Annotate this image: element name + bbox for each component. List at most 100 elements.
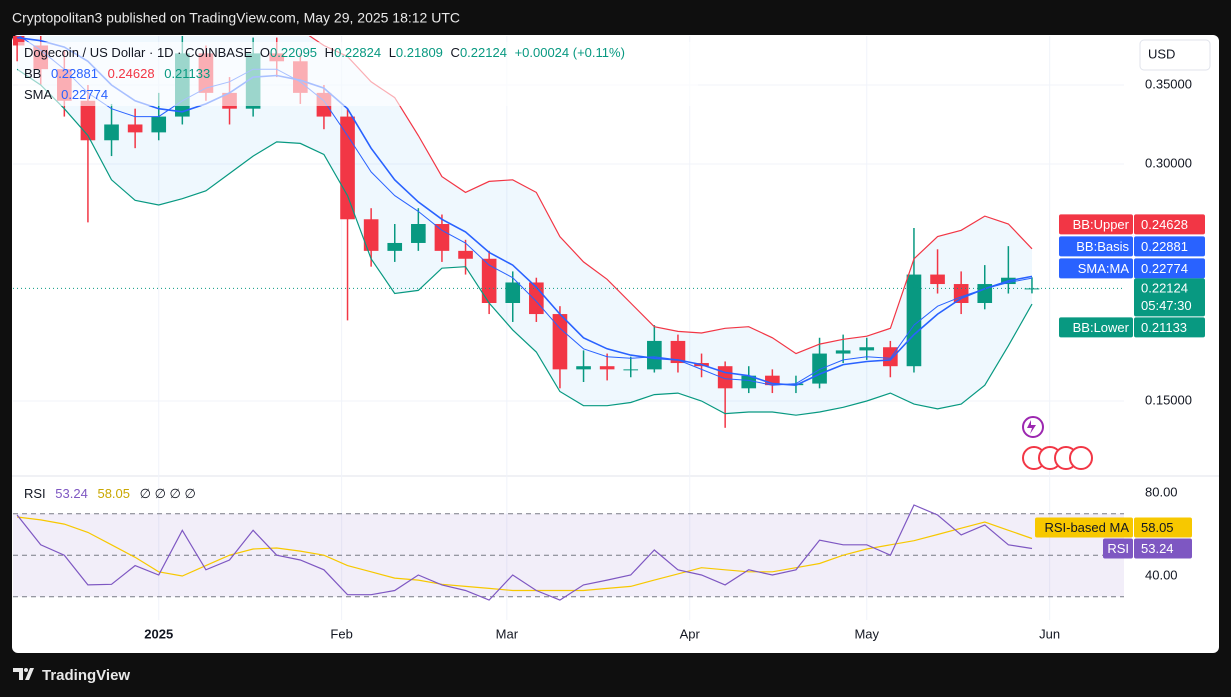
y-tick-label: 0.35000 bbox=[1145, 76, 1192, 91]
countdown: 05:47:30 bbox=[1141, 298, 1192, 313]
x-tick-label: Jun bbox=[1039, 626, 1060, 641]
series-name-tag bbox=[1103, 538, 1133, 559]
y-tick-label: 40.00 bbox=[1145, 567, 1178, 582]
legend-row: Dogecoin / US Dollar · 1D · COINBASE O0.… bbox=[24, 45, 625, 60]
series-name-tag-text: BB:Lower bbox=[1073, 320, 1130, 335]
indicator-value: 0.21133 bbox=[164, 66, 210, 81]
symbol-title: Dogecoin / US Dollar · 1D · COINBASE bbox=[24, 45, 253, 60]
candle-body bbox=[13, 36, 25, 46]
currency-box[interactable] bbox=[1139, 39, 1211, 71]
footer: TradingView bbox=[42, 667, 130, 684]
currency[interactable]: USD bbox=[1148, 46, 1175, 61]
series-name-tag-text: RSI bbox=[1107, 541, 1129, 556]
event-icons bbox=[1022, 416, 1093, 470]
candle-body bbox=[953, 284, 969, 304]
indicator-value: 58.05 bbox=[97, 486, 130, 501]
low-value: 0.21809 bbox=[396, 45, 443, 60]
ohlc-label: H bbox=[325, 45, 334, 60]
series-name-tag-text: RSI-based MA bbox=[1044, 520, 1129, 535]
series-name-tag bbox=[1059, 258, 1133, 279]
change: +0.00024 (+0.11%) bbox=[515, 45, 625, 60]
candle-body bbox=[930, 274, 945, 285]
candle-body bbox=[363, 219, 379, 251]
series-value-tag bbox=[1134, 258, 1205, 279]
indicator-value: 53.24 bbox=[55, 486, 88, 501]
legend-row: SMA 0.22774 bbox=[24, 87, 108, 102]
candle-body bbox=[505, 282, 521, 304]
rsi-band bbox=[13, 513, 1124, 597]
candle-body bbox=[552, 314, 568, 370]
candle-body bbox=[411, 224, 426, 243]
indicator-value: 0.22881 bbox=[51, 66, 98, 81]
footer-logo bbox=[13, 668, 34, 680]
series-value-tag-text: 0.22774 bbox=[1141, 261, 1188, 276]
series-value-tag bbox=[1134, 317, 1205, 338]
x-tick-label: 2025 bbox=[144, 626, 173, 641]
open-value: 0.22095 bbox=[270, 45, 317, 60]
candle-body bbox=[906, 274, 922, 367]
series-line bbox=[308, 36, 1033, 355]
chart-frame bbox=[12, 35, 1219, 653]
legend-row: BB 0.22881 0.24628 0.21133 bbox=[24, 66, 210, 81]
candle-body bbox=[80, 100, 96, 141]
icon bbox=[1027, 420, 1036, 434]
legend-backdrop bbox=[18, 42, 698, 106]
series-value-tag bbox=[1134, 538, 1192, 559]
series-name-tag bbox=[1035, 517, 1133, 538]
candle-body bbox=[835, 350, 851, 354]
series-value-tag bbox=[1134, 236, 1205, 257]
price-tag bbox=[1134, 278, 1205, 317]
indicator-label: RSI bbox=[24, 486, 46, 501]
candle-body bbox=[151, 116, 167, 133]
candle-body bbox=[647, 340, 662, 370]
header: Cryptopolitan3 published on TradingView.… bbox=[12, 10, 460, 26]
indicator-label: SMA bbox=[24, 87, 53, 102]
candle-body bbox=[599, 366, 615, 370]
candle-body bbox=[127, 124, 143, 133]
band-fill bbox=[17, 36, 1032, 416]
axes: 2025 Feb Mar Apr May Jun 0.35000 0.30000 0.15000… bbox=[144, 76, 1205, 641]
candle-body bbox=[623, 369, 639, 371]
series-value-tag-text: 0.21133 bbox=[1141, 320, 1187, 335]
ohlc-label: L bbox=[389, 45, 396, 60]
series-line bbox=[16, 504, 1033, 601]
candle-body bbox=[765, 375, 780, 386]
indicator-value: 0.24628 bbox=[108, 66, 155, 81]
series-line bbox=[17, 516, 1033, 592]
candle-body bbox=[481, 258, 497, 304]
series-line bbox=[16, 68, 1033, 416]
series-value-tag-text: 53.24 bbox=[1141, 541, 1174, 556]
icon bbox=[1022, 416, 1044, 438]
x-tick-label: May bbox=[854, 626, 879, 641]
empty-values: ∅ ∅ ∅ ∅ bbox=[140, 486, 196, 501]
y-tick-label: 0.30000 bbox=[1145, 155, 1192, 170]
series-name-tag-text: SMA:MA bbox=[1078, 261, 1130, 276]
price-tag-text: 0.22124 bbox=[1141, 280, 1188, 295]
candle-body bbox=[1024, 288, 1040, 290]
series-value-tag bbox=[1134, 214, 1205, 235]
x-tick-label: Apr bbox=[680, 626, 701, 641]
candle-body bbox=[458, 250, 473, 259]
series-name-tag bbox=[1059, 317, 1133, 338]
high-value: 0.22824 bbox=[334, 45, 381, 60]
series-value-tag-text: 0.22881 bbox=[1141, 239, 1188, 254]
logo bbox=[13, 668, 34, 680]
x-tick-label: Feb bbox=[330, 626, 352, 641]
series-name-tag-text: BB:Upper bbox=[1073, 217, 1130, 232]
flag bbox=[1069, 446, 1093, 470]
y-tick-label: 80.00 bbox=[1145, 484, 1178, 499]
candle-body bbox=[387, 242, 403, 251]
logo bbox=[24, 668, 28, 672]
series-name-tag bbox=[1059, 236, 1133, 257]
candle-body bbox=[104, 124, 119, 141]
close-value: 0.22124 bbox=[460, 45, 507, 60]
candle-body bbox=[741, 375, 757, 389]
rsi-pane bbox=[13, 504, 1124, 601]
indicator-label: BB bbox=[24, 66, 41, 81]
candle-body bbox=[576, 366, 591, 370]
candle-body bbox=[859, 347, 875, 351]
candle-body bbox=[883, 347, 898, 367]
ohlc-label: O bbox=[260, 45, 270, 60]
